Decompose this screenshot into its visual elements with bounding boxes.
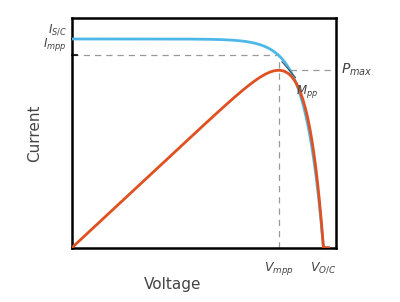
Text: $V_{O/C}$: $V_{O/C}$ — [310, 260, 337, 275]
Text: $V_{mpp}$: $V_{mpp}$ — [264, 260, 294, 277]
Text: $I_{mpp}$: $I_{mpp}$ — [44, 36, 67, 53]
Text: $I_{S/C}$: $I_{S/C}$ — [48, 22, 67, 37]
Text: $P_{max}$: $P_{max}$ — [341, 62, 373, 79]
Text: Voltage: Voltage — [144, 277, 201, 292]
Text: Current: Current — [28, 104, 42, 162]
Text: $M_{pp}$: $M_{pp}$ — [282, 62, 318, 99]
